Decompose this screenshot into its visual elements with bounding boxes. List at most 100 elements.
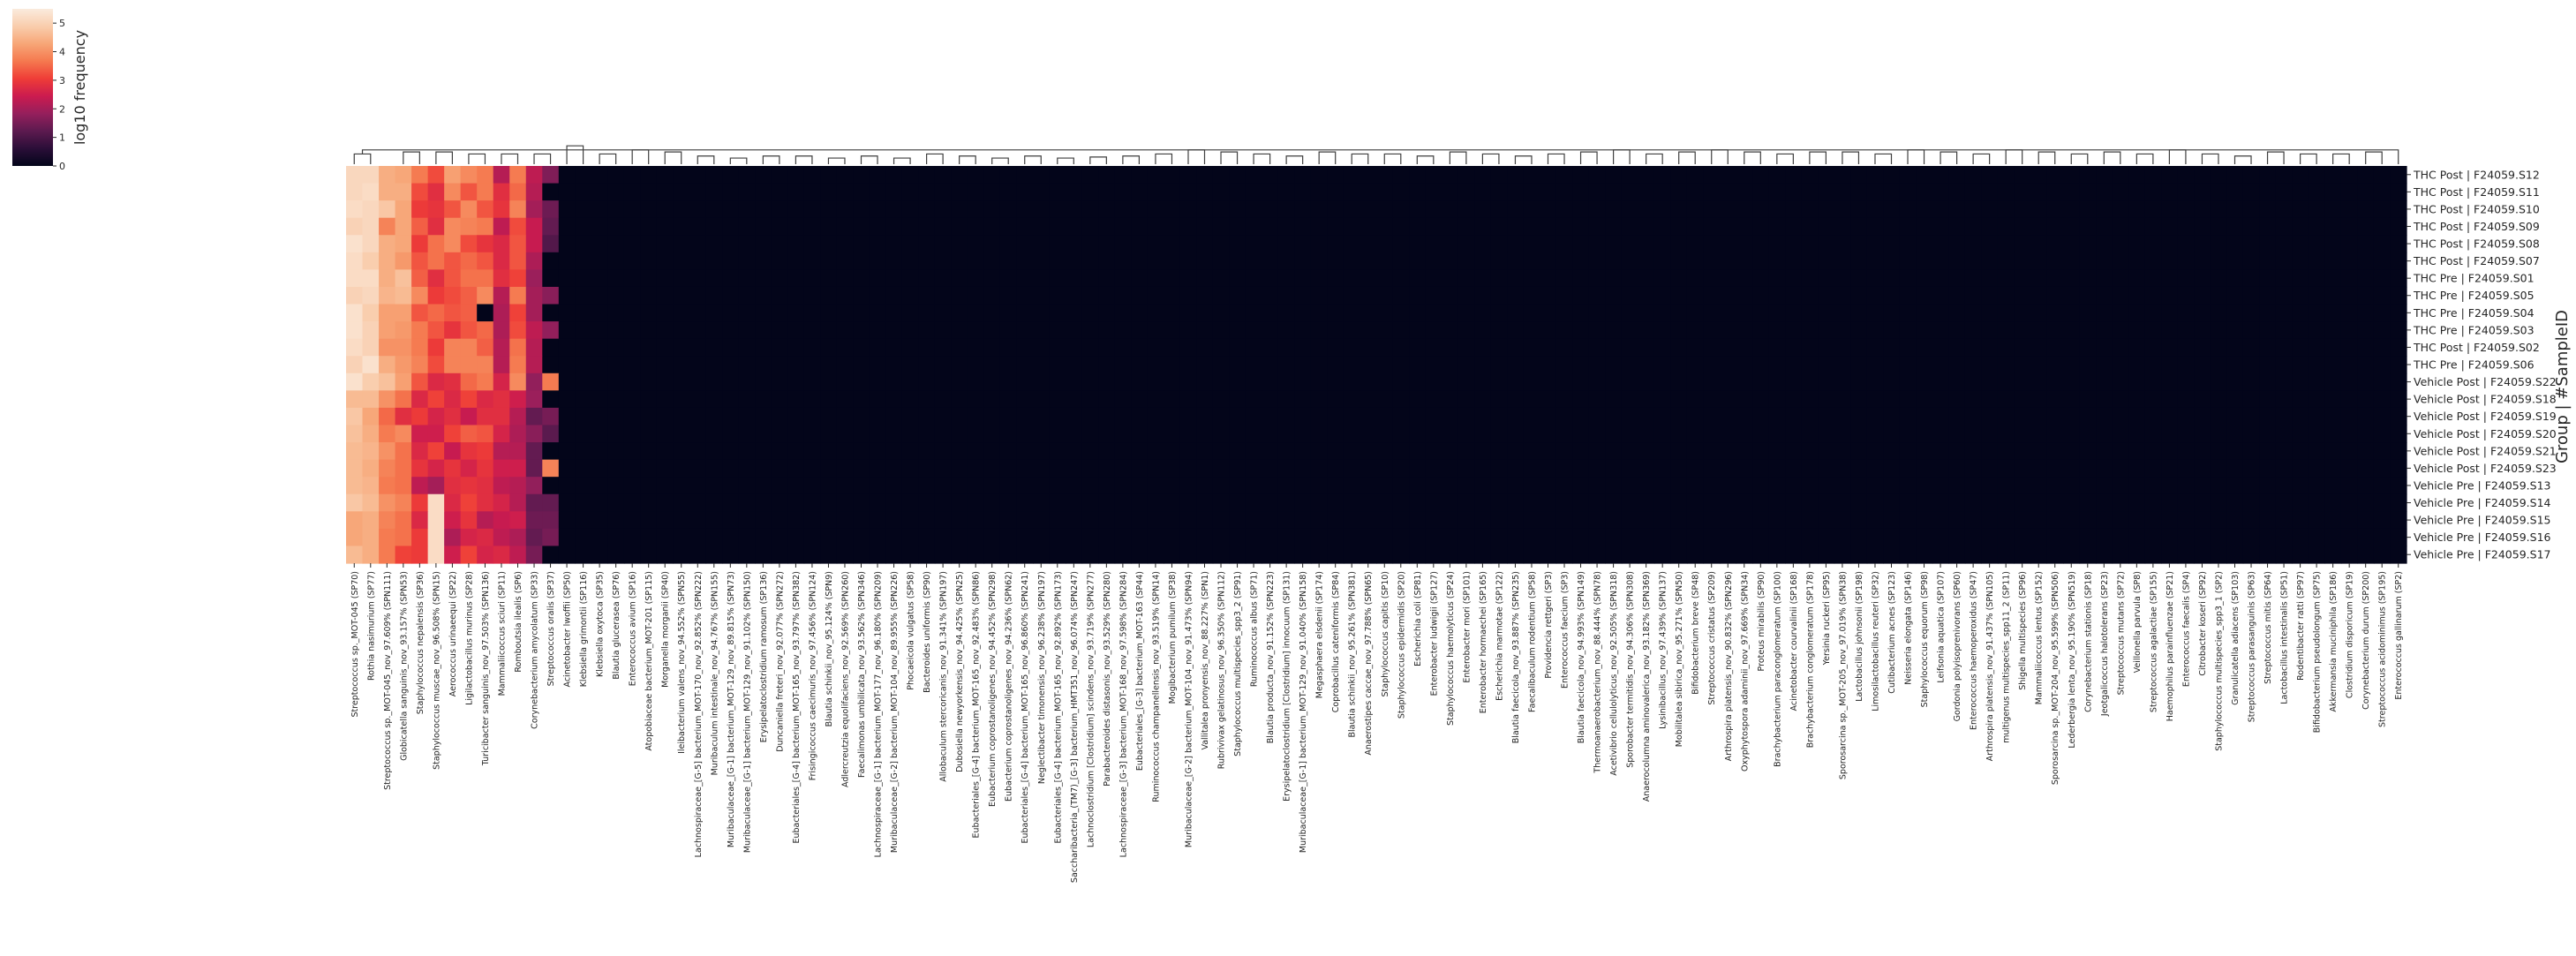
heatmap-cell	[640, 321, 658, 340]
heatmap-cell	[2030, 425, 2048, 443]
heatmap-cell	[1768, 373, 1786, 391]
heatmap-cell	[2161, 356, 2179, 374]
heatmap-cell	[1653, 200, 1672, 219]
heatmap-cell	[444, 511, 462, 530]
heatmap-cell	[656, 407, 674, 426]
heatmap-cell	[362, 166, 380, 184]
heatmap-cell	[2046, 546, 2064, 564]
heatmap-cell	[395, 321, 412, 340]
column-label: Corynebacterium durum (SP200)	[2361, 571, 2371, 710]
dendrogram-link	[1874, 153, 1893, 164]
heatmap-cell	[1883, 407, 1901, 426]
heatmap-cell	[1294, 407, 1312, 426]
heatmap-cell	[623, 477, 642, 495]
heatmap-cell	[1131, 477, 1149, 495]
column-label: Lactobacillus johnsonii (SP198)	[1855, 571, 1864, 702]
heatmap-cell	[346, 425, 364, 443]
heatmap-cell	[705, 528, 723, 547]
heatmap-cell	[493, 166, 510, 184]
heatmap-cell	[1081, 286, 1099, 305]
heatmap-cell	[2079, 407, 2097, 426]
heatmap-cell	[1670, 321, 1688, 340]
heatmap-cell	[1621, 252, 1638, 270]
heatmap-cell	[673, 304, 690, 322]
heatmap-cell	[1621, 217, 1638, 236]
heatmap-cell	[656, 252, 674, 270]
heatmap-cell	[575, 546, 592, 564]
heatmap-cell	[591, 390, 608, 409]
heatmap-cell	[607, 338, 625, 357]
heatmap-cell	[1752, 252, 1770, 270]
heatmap-cell	[1343, 493, 1361, 512]
heatmap-cell	[803, 373, 821, 391]
heatmap-cell	[362, 304, 380, 322]
heatmap-cell	[1409, 217, 1427, 236]
heatmap-cell	[2259, 459, 2277, 478]
heatmap-cell	[1932, 477, 1949, 495]
heatmap-cell	[1376, 321, 1394, 340]
heatmap-cell	[1540, 200, 1557, 219]
heatmap-cell	[2014, 511, 2031, 530]
heatmap-cell	[623, 252, 642, 270]
column-label: Lachnospiraceae_[G-5] bacterium_MOT-170_…	[694, 571, 704, 857]
heatmap-cell	[1670, 442, 1688, 461]
heatmap-cell	[1605, 442, 1623, 461]
heatmap-cell	[2340, 546, 2359, 564]
heatmap-cell	[1670, 269, 1688, 288]
heatmap-cell	[1883, 493, 1901, 512]
heatmap-cell	[1098, 200, 1116, 219]
heatmap-cell	[542, 546, 560, 564]
heatmap-cell	[2161, 407, 2179, 426]
heatmap-cell	[1768, 477, 1786, 495]
heatmap-cell	[1490, 252, 1508, 270]
heatmap-cell	[689, 338, 707, 357]
heatmap-cell	[1736, 235, 1753, 253]
heatmap-cell	[427, 459, 445, 478]
heatmap-cell	[1490, 217, 1508, 236]
heatmap-cell	[542, 511, 560, 530]
row-label: Vehicle Pre | F24059.S15	[2414, 514, 2550, 527]
heatmap-cell	[1736, 166, 1753, 184]
heatmap-cell	[460, 286, 478, 305]
heatmap-cell	[918, 390, 936, 409]
heatmap-cell	[901, 217, 919, 236]
heatmap-cell	[2373, 442, 2391, 461]
heatmap-cell	[722, 252, 740, 270]
heatmap-cell	[1457, 217, 1475, 236]
row-label: THC Post | F24059.S09	[2413, 220, 2540, 233]
heatmap-cell	[722, 425, 740, 443]
heatmap-cell	[379, 321, 396, 340]
heatmap-cell	[1621, 183, 1638, 201]
heatmap-cell	[2226, 166, 2244, 184]
heatmap-cell	[1883, 442, 1901, 461]
heatmap-cell	[493, 286, 510, 305]
heatmap-cell	[2144, 356, 2162, 374]
heatmap-cell	[2177, 217, 2195, 236]
heatmap-cell	[869, 459, 886, 478]
heatmap-cell	[1196, 390, 1214, 409]
heatmap-cell	[934, 217, 952, 236]
column-label: Granulicatella adiacens (SP103)	[2231, 571, 2241, 705]
heatmap-cell	[1948, 407, 1966, 426]
heatmap-cell	[2210, 459, 2227, 478]
heatmap-cell	[2275, 477, 2293, 495]
heatmap-cell	[2226, 269, 2244, 288]
heatmap-cell	[558, 286, 576, 305]
heatmap-cell	[1245, 269, 1262, 288]
heatmap-cell	[2128, 200, 2146, 219]
heatmap-cell	[2112, 407, 2129, 426]
heatmap-cell	[1327, 166, 1344, 184]
heatmap-cell	[1686, 493, 1705, 512]
heatmap-cell	[1507, 183, 1525, 201]
heatmap-cell	[1474, 183, 1492, 201]
heatmap-cell	[1588, 407, 1606, 426]
column-label: Phocaeicola vulgatus (SP58)	[907, 571, 916, 690]
heatmap-cell	[2161, 338, 2179, 357]
heatmap-cell	[1653, 407, 1672, 426]
heatmap-cell	[853, 373, 870, 391]
heatmap-cell	[934, 286, 952, 305]
heatmap-cell	[885, 459, 903, 478]
heatmap-cell	[2292, 269, 2309, 288]
heatmap-cell	[2226, 304, 2244, 322]
heatmap-cell	[999, 269, 1018, 288]
